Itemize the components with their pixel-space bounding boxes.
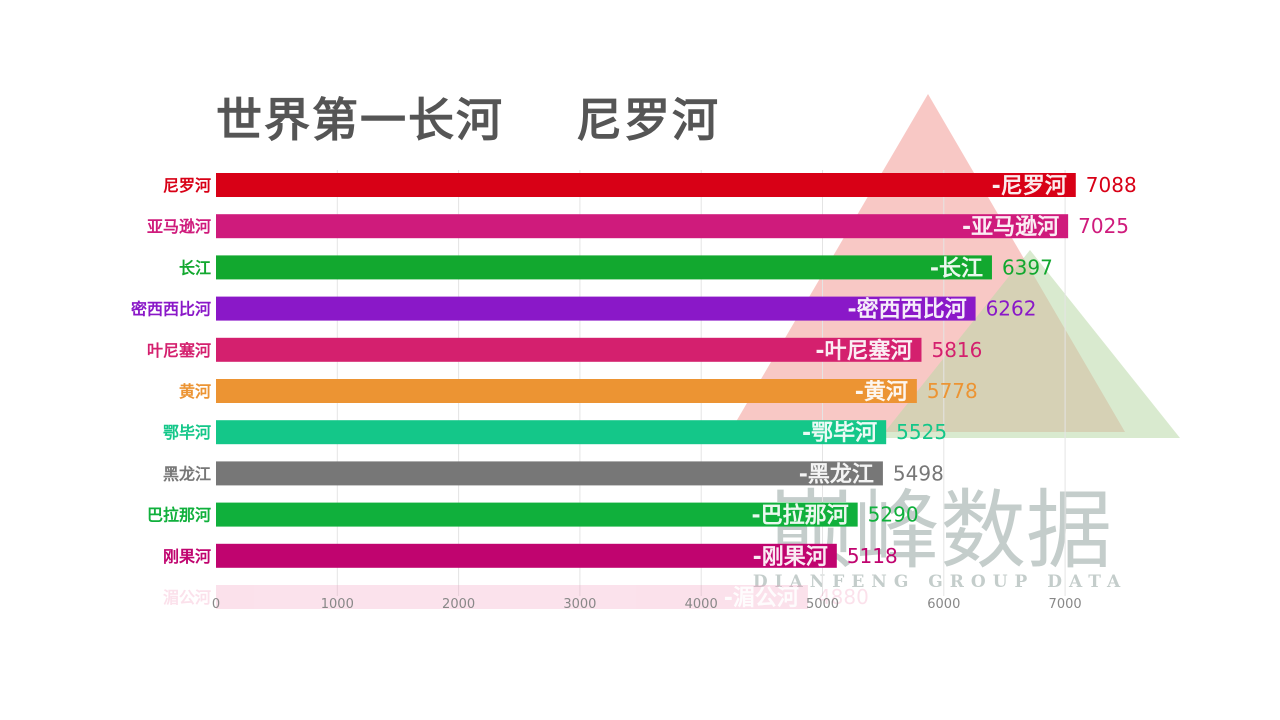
bar [216,543,837,568]
category-label: 叶尼塞河 [147,341,211,360]
bar-name-label: -亚马逊河 [962,215,1059,240]
x-tick-label: 0 [212,597,220,612]
bar [216,173,1076,197]
bar [216,585,808,609]
category-label: 黄河 [179,382,211,401]
bar-name-label: -叶尼塞河 [815,338,912,364]
value-label: 5816 [931,338,982,362]
bar-name-label: -密西西比河 [847,297,966,323]
value-label: 5525 [896,420,947,444]
bar-row: 密西西比河 -密西西比河 6262 [130,296,1037,323]
bar [216,420,887,445]
bar-name-label: -黑龙江 [799,462,874,487]
value-label: 7025 [1078,214,1129,238]
value-label: 7088 [1086,173,1137,197]
bar-name-label: -鄂毕河 [802,421,877,446]
value-label: 5118 [847,544,898,568]
chart-subtitle: 尼罗河 [576,93,720,147]
x-tick-label: 1000 [321,597,354,612]
category-label: 黑龙江 [163,464,211,483]
value-label: 5778 [927,379,978,403]
bar-row: 黄河 -黄河 5778 [179,379,978,405]
category-label: 巴拉那河 [147,506,211,525]
category-label: 尼罗河 [163,176,211,195]
category-label: 长江 [179,258,211,277]
category-label: 刚果河 [163,547,211,566]
bar-name-label: -湄公河 [724,586,799,611]
bar-name-label: -巴拉那河 [752,503,849,529]
category-label: 湄公河 [163,588,211,607]
category-label: 亚马逊河 [147,217,211,236]
value-label: 5290 [868,503,919,527]
category-label: 鄂毕河 [163,423,211,442]
watermark-subtext: DIANFENG GROUP DATA [753,572,1127,592]
x-tick-label: 5000 [806,597,839,612]
value-label: 5498 [893,461,944,485]
bar [216,379,917,403]
bar-row: 巴拉那河 -巴拉那河 5290 [147,503,919,529]
chart-title: 世界第一长河 [216,93,504,147]
x-tick-label: 6000 [927,597,960,612]
bar [216,337,922,362]
bar-row: 黑龙江 -黑龙江 5498 [163,461,944,487]
bar-row: 叶尼塞河 -叶尼塞河 5816 [147,337,982,364]
bars: 尼罗河 -尼罗河 7088 亚马逊河 -亚马逊河 7025 长江 -长江 6397 密西西比河 -密… [130,173,1137,611]
bar-row: 长江 -长江 6397 [179,255,1053,281]
category-label: 密西西比河 [130,300,211,319]
x-tick-label: 2000 [442,597,475,612]
bar-row: 尼罗河 -尼罗河 7088 [163,173,1137,199]
x-axis: 0 1000 2000 3000 4000 5000 6000 7000 [212,597,1082,612]
watermark-triangle-green [880,250,1180,438]
bar [216,255,992,280]
bar [216,214,1069,239]
bar [216,296,976,321]
bar-name-label: -长江 [930,256,983,281]
value-label: 6397 [1002,255,1053,279]
bar [216,502,858,527]
bar-row: 亚马逊河 -亚马逊河 7025 [147,214,1129,240]
x-tick-label: 4000 [685,597,718,612]
bar [216,461,883,486]
value-label: 4880 [818,585,869,609]
x-tick-label: 7000 [1049,597,1082,612]
bar-row: 鄂毕河 -鄂毕河 5525 [163,420,947,446]
bar-row: 刚果河 -刚果河 5118 [163,543,898,570]
bar-name-label: -尼罗河 [992,174,1067,199]
bar-name-label: -刚果河 [753,545,828,570]
x-tick-label: 3000 [563,597,596,612]
bar-name-label: -黄河 [855,380,908,405]
value-label: 6262 [986,297,1037,321]
bar-row: 湄公河 -湄公河 4880 [163,585,869,611]
